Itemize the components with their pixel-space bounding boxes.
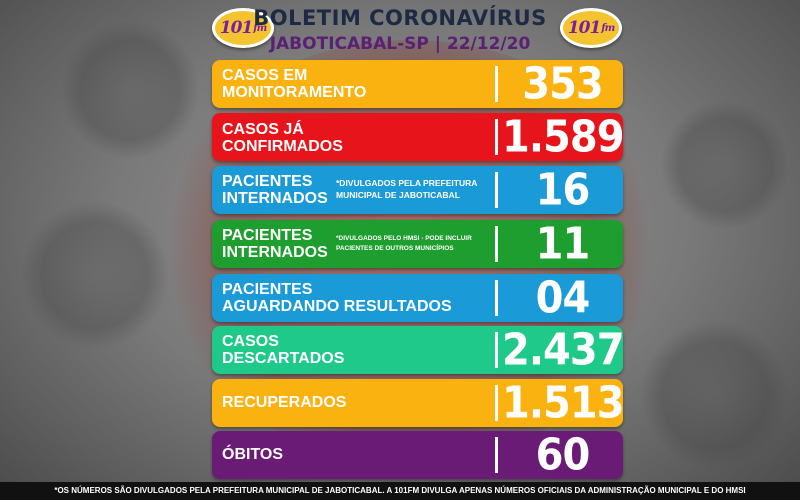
stat-label: CASOS EM MONITORAMENTO	[222, 67, 367, 101]
stat-row-hospitalized-city: PACIENTES INTERNADOS *DIVULGADOS PELA PR…	[212, 164, 623, 216]
page-subtitle: JABOTICABAL-SP | 22/12/20	[269, 34, 531, 54]
divider	[495, 172, 498, 208]
virus-particle-decoration	[660, 100, 790, 230]
virus-particle-decoration	[60, 20, 200, 160]
stat-note: *DIVULGADOS PELA PREFEITURA MUNICIPAL DE…	[336, 178, 478, 200]
stat-row-discarded: CASOS DESCARTADOS 2.437	[212, 324, 625, 376]
page-title: BOLETIM CORONAVÍRUS	[253, 6, 547, 30]
divider	[495, 332, 498, 368]
stat-row-recovered: RECUPERADOS 1.513	[212, 377, 625, 429]
stat-label: PACIENTES INTERNADOS	[222, 227, 328, 261]
stat-label: ÓBITOS	[222, 446, 284, 463]
stat-row-confirmed: CASOS JÁ CONFIRMADOS 1.589	[212, 111, 625, 163]
stat-value: 1.589	[502, 111, 625, 163]
footer-disclaimer: *OS NÚMEROS SÃO DIVULGADOS PELA PREFEITU…	[0, 482, 800, 500]
stat-value: 16	[535, 164, 591, 216]
stat-value: 2.437	[502, 324, 625, 376]
stat-value: 04	[535, 272, 591, 324]
virus-particle-decoration	[20, 200, 170, 350]
divider	[495, 66, 498, 102]
stat-label: PACIENTES AGUARDANDO RESULTADOS	[222, 281, 452, 315]
divider	[495, 119, 498, 155]
stat-value: 11	[535, 218, 591, 270]
stat-value: 1.513	[502, 377, 625, 429]
stat-row-deaths: ÓBITOS 60	[212, 429, 623, 481]
divider	[495, 280, 498, 316]
stat-label: CASOS JÁ CONFIRMADOS	[222, 121, 343, 155]
stat-row-monitoring: CASOS EM MONITORAMENTO 353	[212, 58, 623, 110]
stat-label: RECUPERADOS	[222, 394, 347, 411]
virus-particle-decoration	[640, 320, 790, 470]
divider	[495, 437, 498, 473]
divider	[495, 226, 498, 262]
stat-note: *DIVULGADOS PELO HMSI - PODE INCLUIR PAC…	[336, 235, 472, 252]
divider	[495, 385, 498, 421]
radio-logo: 101 fm	[560, 8, 622, 48]
stat-label: PACIENTES INTERNADOS	[222, 173, 328, 207]
stat-value: 60	[535, 429, 591, 481]
stat-row-hospitalized-hmsi: PACIENTES INTERNADOS *DIVULGADOS PELO HM…	[212, 218, 623, 270]
stat-label: CASOS DESCARTADOS	[222, 333, 345, 367]
stat-row-awaiting-results: PACIENTES AGUARDANDO RESULTADOS 04	[212, 272, 623, 324]
radio-logo: 101 fm	[212, 8, 274, 48]
stat-value: 353	[522, 58, 604, 110]
